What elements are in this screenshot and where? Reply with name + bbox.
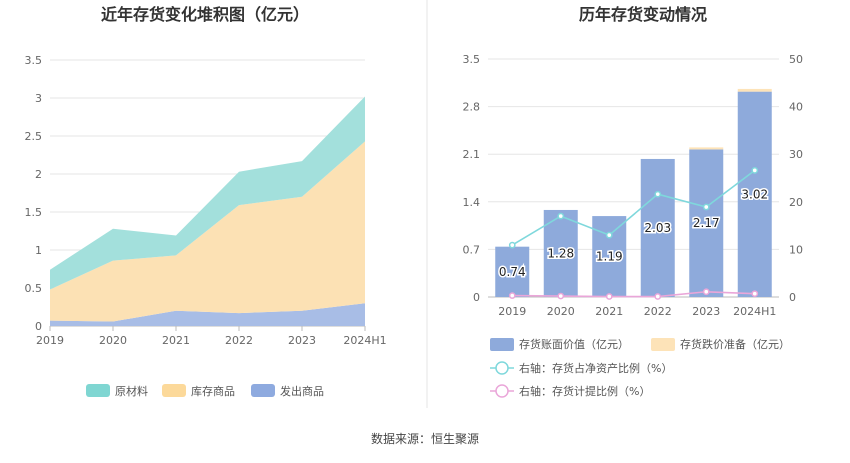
left-axis-tick-label: 0.7 xyxy=(463,243,481,256)
right-axis-tick-label: 50 xyxy=(789,53,803,66)
legend-swatch-stack[interactable] xyxy=(651,338,675,351)
right-x-tick-label: 2020 xyxy=(547,305,575,318)
left-chart-title: 近年存货变化堆积图（亿元） xyxy=(101,5,309,24)
legend-label: 发出商品 xyxy=(280,384,324,398)
right-axis-tick-label: 0 xyxy=(789,291,796,304)
line-series-1 xyxy=(511,169,756,246)
left-y-tick-label: 3.5 xyxy=(25,54,43,67)
area-series-3 xyxy=(50,96,365,290)
legend-swatch[interactable] xyxy=(86,384,110,397)
left-axis-tick-label: 2.1 xyxy=(463,148,481,161)
legend-label: 原材料 xyxy=(115,384,148,398)
left-y-tick-label: 0.5 xyxy=(25,282,43,295)
line-point[interactable] xyxy=(557,292,565,300)
bar-value-label: 3.02 xyxy=(741,187,768,201)
legend-label: 库存商品 xyxy=(191,384,235,398)
inventory-bar[interactable] xyxy=(495,246,530,297)
left-axis-tick-label: 1.4 xyxy=(463,196,481,209)
inventory-bar[interactable] xyxy=(592,216,627,297)
legend-label-line: 右轴：存货占净资产比例（%） xyxy=(519,361,672,375)
right-x-tick-label: 2024H1 xyxy=(733,305,776,318)
area-series-1 xyxy=(50,303,365,326)
right-axis-tick-label: 40 xyxy=(789,101,803,114)
bar-value-label: 1.19 xyxy=(596,250,623,264)
left-x-tick-label: 2024H1 xyxy=(343,334,386,347)
left-x-tick-label: 2022 xyxy=(225,334,253,347)
line-point[interactable] xyxy=(702,203,710,211)
legend-line-marker xyxy=(495,384,509,398)
left-axis-tick-label: 2.8 xyxy=(463,101,481,114)
left-x-tick-label: 2019 xyxy=(36,334,64,347)
right-x-tick-label: 2023 xyxy=(692,305,720,318)
legend-swatch[interactable] xyxy=(162,384,186,397)
inventory-bar[interactable] xyxy=(640,158,675,297)
right-x-tick-label: 2022 xyxy=(644,305,672,318)
line-point[interactable] xyxy=(508,241,516,249)
bar-value-label: 1.28 xyxy=(547,246,574,260)
left-x-tick-label: 2020 xyxy=(99,334,127,347)
right-axis-tick-label: 30 xyxy=(789,148,803,161)
left-y-tick-label: 1 xyxy=(35,244,42,257)
left-axis-tick-label: 3.5 xyxy=(463,53,481,66)
right-axis-tick-label: 20 xyxy=(789,196,803,209)
line-point[interactable] xyxy=(702,288,710,296)
legend-line-marker xyxy=(495,361,509,375)
right-chart-title: 历年存货变动情况 xyxy=(579,5,707,24)
left-y-tick-label: 3 xyxy=(35,92,42,105)
left-axis-tick-label: 0 xyxy=(473,291,480,304)
right-bar-line-chart: 0 0.7 1.4 2.1 2.8 3.5 0 10 20 30 40 50 2019 2020 2021 2… xyxy=(463,53,804,398)
line-point[interactable] xyxy=(557,212,565,220)
right-x-tick-label: 2019 xyxy=(498,305,526,318)
bar-value-label: 2.03 xyxy=(644,221,671,235)
left-y-tick-label: 1.5 xyxy=(25,206,43,219)
line-series-2 xyxy=(512,290,755,298)
inventory-bar[interactable] xyxy=(737,91,772,297)
inventory-bar[interactable] xyxy=(689,149,724,297)
line-point[interactable] xyxy=(508,292,516,299)
area-series-2 xyxy=(50,141,365,322)
bar-value-label: 0.74 xyxy=(499,265,526,279)
right-axis-tick-label: 10 xyxy=(789,243,803,256)
data-source: 数据来源：恒生聚源 xyxy=(371,431,479,446)
left-area-chart: 0 0.5 1 1.5 2 2.5 3 3.5 2019 2020 2021 2022 2023 2024… xyxy=(25,54,387,398)
left-y-tick-label: 0 xyxy=(35,320,42,333)
right-x-tick-label: 2021 xyxy=(595,305,623,318)
line-point[interactable] xyxy=(751,167,759,174)
legend-label-line: 右轴：存货计提比例（%） xyxy=(519,384,650,398)
bar-value-label: 2.17 xyxy=(693,216,720,230)
legend-swatch[interactable] xyxy=(251,384,275,397)
legend-swatch-bars[interactable] xyxy=(490,338,514,351)
impairment-bar[interactable] xyxy=(689,147,724,150)
inventory-bar[interactable] xyxy=(543,209,578,297)
impairment-bar[interactable] xyxy=(737,88,772,92)
left-x-tick-label: 2021 xyxy=(162,334,190,347)
left-y-tick-label: 2.5 xyxy=(25,130,43,143)
left-y-tick-label: 2 xyxy=(35,168,42,181)
line-point[interactable] xyxy=(654,293,662,300)
left-x-tick-label: 2023 xyxy=(288,334,316,347)
line-point[interactable] xyxy=(751,290,759,298)
legend-label-stack: 存货跌价准备（亿元） xyxy=(680,337,790,351)
line-point[interactable] xyxy=(605,231,613,239)
line-point[interactable] xyxy=(654,190,662,198)
legend-label-bars: 存货账面价值（亿元） xyxy=(519,337,629,351)
line-point[interactable] xyxy=(605,293,613,300)
